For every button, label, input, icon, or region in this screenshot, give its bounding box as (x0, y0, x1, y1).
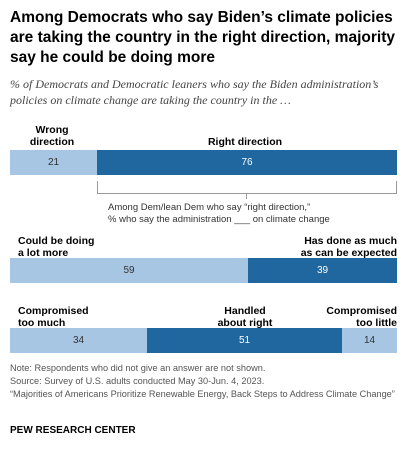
bar-done-as-much: 39 (248, 258, 397, 283)
label-wrong-line1: Wrong (35, 124, 69, 136)
bar-compromised-too-much: 34 (10, 328, 147, 353)
report-text: “Majorities of Americans Prioritize Rene… (10, 389, 395, 399)
value-compromised-too-much: 34 (72, 335, 85, 346)
footnotes: Note: Respondents who did not give an an… (10, 362, 415, 401)
note-text: Note: Respondents who did not give an an… (10, 363, 266, 373)
label-cmuch-line1: Compromised (18, 305, 89, 317)
label-clittle-line1: Compromised (326, 305, 397, 317)
label-could-do-more: Could be doing a lot more (18, 235, 138, 259)
bar-could-do-more: 59 (10, 258, 248, 283)
value-wrong-direction: 21 (47, 157, 60, 168)
label-handled-about-right: Handled about right (210, 305, 280, 329)
label-cmuch-line2: too much (18, 317, 66, 329)
value-could-do-more: 59 (123, 265, 135, 276)
source-text: Source: Survey of U.S. adults conducted … (10, 376, 265, 386)
label-wrong-line2: direction (29, 136, 75, 148)
bracket-annotation: Among Dem/lean Dem who say “right direct… (108, 202, 398, 226)
bar-compromised-too-little: 14 (342, 328, 397, 353)
label-handled-line2: about right (217, 317, 273, 329)
bar-right-direction: 76 (97, 150, 397, 175)
value-right-direction: 76 (241, 157, 253, 168)
bracket (97, 181, 397, 194)
label-more-line2: a lot more (18, 247, 69, 259)
label-compromised-too-little: Compromised too little (317, 305, 397, 329)
label-done-as-much: Has done as much as can be expected (250, 235, 397, 259)
value-compromised-too-little: 14 (363, 335, 376, 346)
label-wrong-direction: Wrong direction (22, 124, 82, 148)
bracket-tick (246, 193, 247, 199)
label-compromised-too-much: Compromised too much (18, 305, 118, 329)
chart-title: Among Democrats who say Biden’s climate … (10, 9, 395, 66)
value-handled-about-right: 51 (238, 335, 251, 346)
label-done-line2: as can be expected (300, 247, 397, 259)
bracket-line2: % who say the administration ___ on clim… (108, 214, 330, 225)
pew-logo-text: PEW RESEARCH CENTER (10, 425, 136, 436)
label-right-direction: Right direction (207, 136, 283, 148)
chart-subtitle: % of Democrats and Democratic leaners wh… (10, 77, 379, 107)
bar-wrong-direction: 21 (10, 150, 97, 175)
bracket-line1: Among Dem/lean Dem who say “right direct… (108, 202, 311, 213)
label-more-line1: Could be doing (18, 235, 95, 247)
label-handled-line1: Handled (224, 305, 266, 317)
label-done-line1: Has done as much (304, 235, 397, 247)
label-clittle-line2: too little (356, 317, 397, 329)
value-done-as-much: 39 (316, 265, 329, 276)
bar-handled-about-right: 51 (147, 328, 342, 353)
